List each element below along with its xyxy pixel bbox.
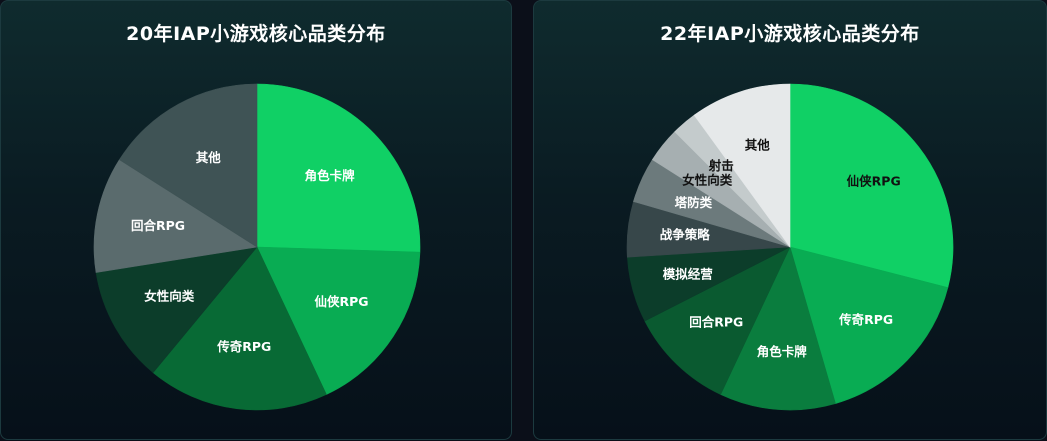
pie-slice [693,83,791,248]
slice-label: 其他 [196,150,222,165]
pie-slice [95,246,258,374]
slice-label: 射击 [708,158,734,173]
slice-label: 角色卡牌 [305,168,356,183]
pie-slice [720,246,836,411]
slice-label: 角色卡牌 [757,344,808,359]
pie-slice [256,246,421,395]
slice-label: 塔防类 [675,195,713,210]
chart-title: 20年IAP小游戏核心品类分布 [126,23,386,45]
slice-label: 女性向类 [682,172,733,187]
pie-slice [118,83,258,248]
slice-label: 模拟经营 [663,267,714,282]
slice-label: 女性向类 [144,289,195,304]
chart-title: 22年IAP小游戏核心品类分布 [660,23,920,45]
slice-label: 仙侠RPG [314,294,368,309]
chart-panel-2020: 20年IAP小游戏核心品类分布 角色卡牌仙侠RPG 传奇RPG 女性向类 回合RPG 其… [0,0,512,440]
slice-label: 回合RPG [131,218,185,233]
pie-slice [93,159,258,273]
pie-slice [152,246,327,411]
chart-panel-2022: 22年IAP小游戏核心品类分布 仙侠RPG 传奇RPG 角色卡牌 回合RPG 模拟经营 战… [533,0,1047,440]
pie-slice [789,83,954,288]
slice-label: 仙侠RPG [847,174,901,189]
pie-slice [789,246,949,404]
pie-slice [256,83,421,253]
slice-label: 回合RPG [689,315,743,330]
slice-label: 传奇RPG [216,339,271,354]
slice-label: 传奇RPG [838,312,893,327]
slice-label: 其他 [745,138,771,153]
slice-label: 战争策略 [660,227,711,242]
pie-slice [644,246,791,395]
